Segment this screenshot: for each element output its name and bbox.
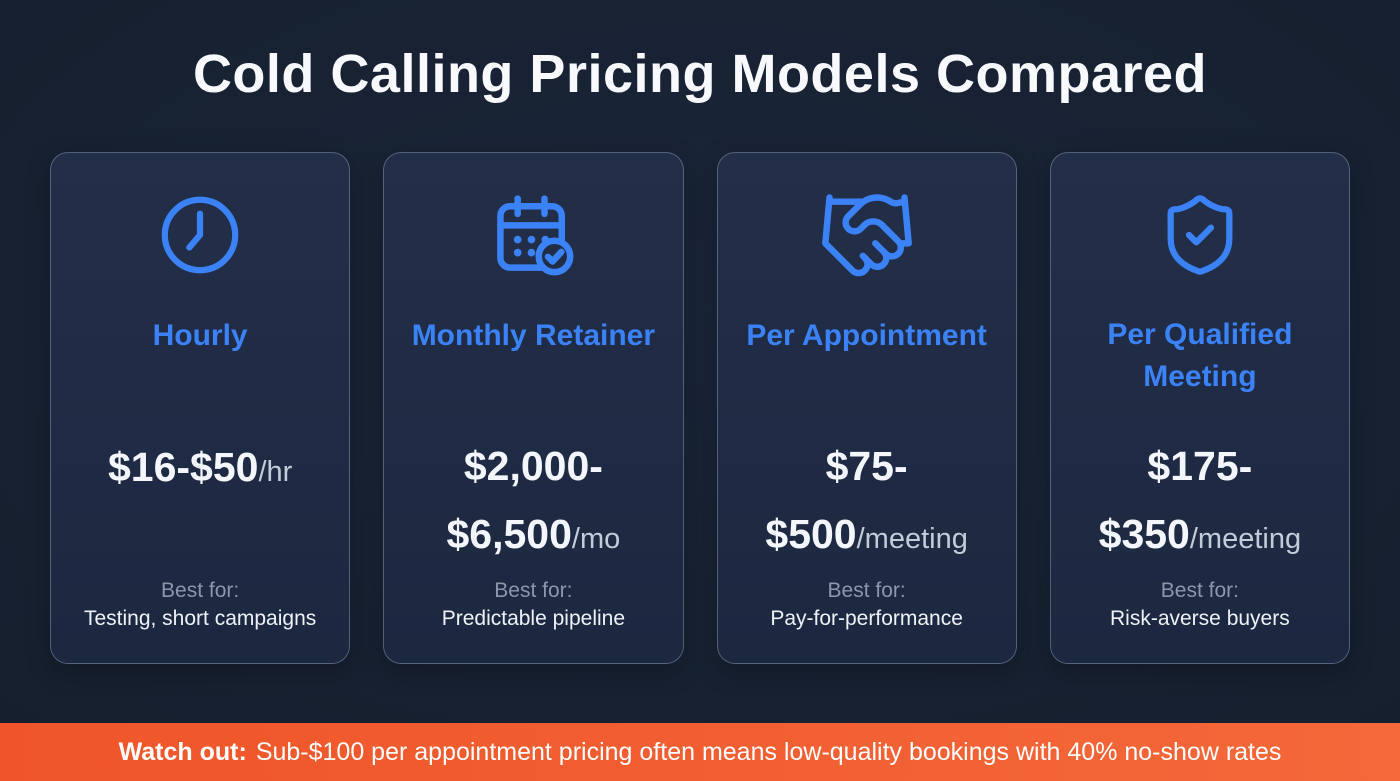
best-for-label: Best for: (1160, 578, 1239, 602)
card-title: Per Qualified Meeting (1107, 318, 1293, 393)
best-for-block: Best for: Predictable pipeline (442, 577, 625, 634)
price-amount: $2,000- (463, 442, 603, 489)
price-line: $16-$50/hr (108, 438, 292, 506)
price-amount: $75- (825, 442, 908, 489)
price-line: $175- (1099, 437, 1301, 505)
price-line: $500/meeting (765, 505, 967, 573)
card-price: $16-$50/hr (108, 438, 292, 565)
price-amount: $500 (765, 510, 857, 557)
price-unit: /mo (571, 522, 621, 555)
price-line: $6,500/mo (447, 505, 621, 573)
best-for-text: Predictable pipeline (441, 607, 626, 631)
shield-check-icon (1156, 189, 1244, 280)
pricing-cards-row: Hourly $16-$50/hr Best for: Testing, sho… (0, 152, 1400, 665)
warning-banner: Watch out: Sub-$100 per appointment prici… (0, 723, 1400, 781)
page-title: Cold Calling Pricing Models Compared (192, 44, 1208, 104)
best-for-label: Best for: (161, 578, 240, 602)
handshake-icon (817, 189, 917, 281)
card-title: Hourly (152, 318, 248, 352)
card-title: Monthly Retainer (411, 319, 656, 353)
price-amount: $350 (1098, 510, 1190, 557)
card-price: $75- $500/meeting (765, 437, 967, 565)
clock-icon (156, 189, 244, 280)
price-unit: /hr (258, 455, 293, 488)
best-for-text: Risk-averse buyers (1110, 607, 1290, 631)
warning-banner-text: Sub-$100 per appointment pricing often m… (255, 737, 1282, 766)
best-for-label: Best for: (827, 578, 906, 602)
card-title: Per Appointment (746, 319, 987, 353)
card-price: $2,000- $6,500/mo (447, 437, 621, 565)
price-amount: $16-$50 (107, 443, 259, 490)
best-for-text: Testing, short campaigns (83, 607, 317, 631)
card-price: $175- $350/meeting (1099, 437, 1301, 565)
price-line: $350/meeting (1099, 505, 1301, 573)
pricing-card-per-appointment: Per Appointment $75- $500/meeting Best f… (716, 152, 1017, 665)
pricing-card-monthly-retainer: Monthly Retainer $2,000- $6,500/mo Best … (383, 152, 684, 665)
price-amount: $6,500 (446, 510, 572, 557)
pricing-card-per-qualified-meeting: Per Qualified Meeting $175- $350/meeting… (1049, 152, 1350, 665)
best-for-label: Best for: (494, 578, 573, 602)
price-amount: $175- (1147, 442, 1253, 489)
warning-banner-bold-label: Watch out: (118, 737, 247, 766)
pricing-card-hourly: Hourly $16-$50/hr Best for: Testing, sho… (50, 152, 351, 665)
calendar-check-icon (487, 189, 579, 281)
price-line: $2,000- (447, 437, 621, 505)
best-for-text: Pay-for-performance (770, 607, 963, 631)
price-line: $75- (765, 437, 967, 505)
price-unit: /meeting (1189, 522, 1302, 555)
best-for-block: Best for: Testing, short campaigns (84, 577, 316, 634)
price-unit: /meeting (856, 522, 968, 555)
best-for-block: Best for: Pay-for-performance (770, 577, 963, 634)
best-for-block: Best for: Risk-averse buyers (1110, 577, 1290, 634)
